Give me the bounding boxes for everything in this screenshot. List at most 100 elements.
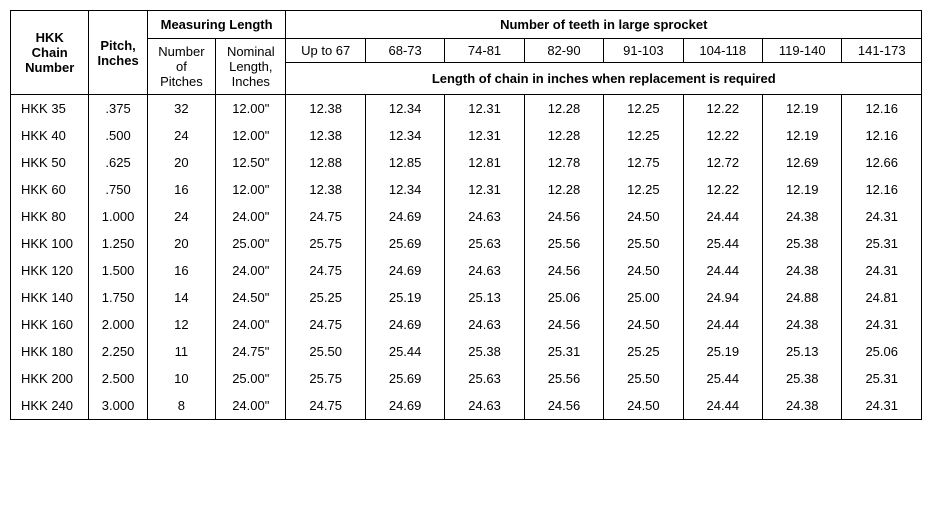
cell-val: 25.56 (524, 365, 603, 392)
cell-chain: HKK 240 (11, 392, 89, 420)
header-nominal-length: Nominal Length, Inches (216, 39, 286, 95)
cell-val: 24.31 (842, 257, 922, 284)
cell-nomlen: 12.50" (216, 149, 286, 176)
table-row: HKK 2002.5001025.00"25.7525.6925.6325.56… (11, 365, 922, 392)
cell-pitch: .625 (89, 149, 147, 176)
cell-pitch: .750 (89, 176, 147, 203)
cell-val: 24.63 (445, 392, 524, 420)
cell-val: 12.34 (365, 95, 444, 123)
cell-val: 24.81 (842, 284, 922, 311)
table-row: HKK 60.7501612.00"12.3812.3412.3112.2812… (11, 176, 922, 203)
cell-chain: HKK 60 (11, 176, 89, 203)
table-row: HKK 1602.0001224.00"24.7524.6924.6324.56… (11, 311, 922, 338)
cell-npitch: 14 (147, 284, 215, 311)
cell-chain: HKK 35 (11, 95, 89, 123)
cell-pitch: 1.250 (89, 230, 147, 257)
cell-val: 24.44 (683, 203, 762, 230)
cell-val: 25.25 (286, 284, 365, 311)
cell-val: 25.00 (604, 284, 683, 311)
cell-val: 25.38 (763, 365, 842, 392)
cell-val: 12.28 (524, 176, 603, 203)
cell-npitch: 32 (147, 95, 215, 123)
cell-val: 25.44 (365, 338, 444, 365)
cell-npitch: 24 (147, 203, 215, 230)
cell-pitch: 3.000 (89, 392, 147, 420)
cell-val: 25.31 (842, 365, 922, 392)
cell-val: 12.31 (445, 95, 524, 123)
table-row: HKK 40.5002412.00"12.3812.3412.3112.2812… (11, 122, 922, 149)
cell-val: 25.44 (683, 230, 762, 257)
cell-val: 12.16 (842, 176, 922, 203)
cell-val: 24.75 (286, 203, 365, 230)
header-teeth-range: 119-140 (763, 39, 842, 63)
cell-val: 24.75 (286, 257, 365, 284)
cell-chain: HKK 180 (11, 338, 89, 365)
header-replacement: Length of chain in inches when replaceme… (286, 63, 922, 95)
cell-chain: HKK 50 (11, 149, 89, 176)
cell-val: 24.88 (763, 284, 842, 311)
cell-val: 12.22 (683, 176, 762, 203)
cell-val: 24.69 (365, 392, 444, 420)
chain-table: HKK Chain Number Pitch, Inches Measuring… (10, 10, 922, 420)
cell-val: 12.25 (604, 122, 683, 149)
cell-chain: HKK 160 (11, 311, 89, 338)
cell-val: 24.56 (524, 203, 603, 230)
cell-chain: HKK 120 (11, 257, 89, 284)
cell-val: 12.25 (604, 176, 683, 203)
cell-val: 25.13 (445, 284, 524, 311)
table-header: HKK Chain Number Pitch, Inches Measuring… (11, 11, 922, 95)
cell-npitch: 20 (147, 149, 215, 176)
cell-val: 12.16 (842, 122, 922, 149)
cell-val: 25.44 (683, 365, 762, 392)
cell-npitch: 20 (147, 230, 215, 257)
header-teeth-range: 141-173 (842, 39, 922, 63)
cell-val: 24.38 (763, 311, 842, 338)
cell-val: 24.50 (604, 257, 683, 284)
cell-val: 24.75 (286, 311, 365, 338)
cell-val: 25.56 (524, 230, 603, 257)
cell-npitch: 16 (147, 257, 215, 284)
cell-val: 25.38 (763, 230, 842, 257)
cell-val: 25.13 (763, 338, 842, 365)
cell-val: 25.75 (286, 365, 365, 392)
cell-val: 12.38 (286, 176, 365, 203)
table-row: HKK 2403.000824.00"24.7524.6924.6324.562… (11, 392, 922, 420)
cell-val: 24.38 (763, 257, 842, 284)
cell-val: 25.63 (445, 365, 524, 392)
header-teeth-range: 74-81 (445, 39, 524, 63)
cell-val: 24.69 (365, 311, 444, 338)
cell-val: 24.44 (683, 311, 762, 338)
cell-val: 12.25 (604, 95, 683, 123)
cell-val: 12.69 (763, 149, 842, 176)
cell-val: 12.19 (763, 95, 842, 123)
cell-val: 24.63 (445, 203, 524, 230)
cell-chain: HKK 200 (11, 365, 89, 392)
cell-val: 25.06 (842, 338, 922, 365)
cell-npitch: 12 (147, 311, 215, 338)
cell-val: 24.94 (683, 284, 762, 311)
cell-val: 12.85 (365, 149, 444, 176)
table-row: HKK 50.6252012.50"12.8812.8512.8112.7812… (11, 149, 922, 176)
cell-val: 12.38 (286, 122, 365, 149)
table-body: HKK 35.3753212.00"12.3812.3412.3112.2812… (11, 95, 922, 420)
table-row: HKK 1001.2502025.00"25.7525.6925.6325.56… (11, 230, 922, 257)
cell-val: 12.16 (842, 95, 922, 123)
cell-chain: HKK 80 (11, 203, 89, 230)
cell-val: 12.19 (763, 122, 842, 149)
cell-pitch: 1.500 (89, 257, 147, 284)
cell-nomlen: 12.00" (216, 95, 286, 123)
cell-val: 12.22 (683, 95, 762, 123)
cell-val: 24.50 (604, 203, 683, 230)
cell-val: 12.34 (365, 176, 444, 203)
cell-val: 24.56 (524, 257, 603, 284)
header-measuring-length: Measuring Length (147, 11, 286, 39)
header-teeth-range: 82-90 (524, 39, 603, 63)
header-number-of-pitches: Number of Pitches (147, 39, 215, 95)
cell-chain: HKK 140 (11, 284, 89, 311)
cell-val: 25.19 (365, 284, 444, 311)
cell-val: 24.38 (763, 392, 842, 420)
cell-val: 12.38 (286, 95, 365, 123)
table-row: HKK 1802.2501124.75"25.5025.4425.3825.31… (11, 338, 922, 365)
cell-val: 24.44 (683, 392, 762, 420)
cell-val: 12.75 (604, 149, 683, 176)
